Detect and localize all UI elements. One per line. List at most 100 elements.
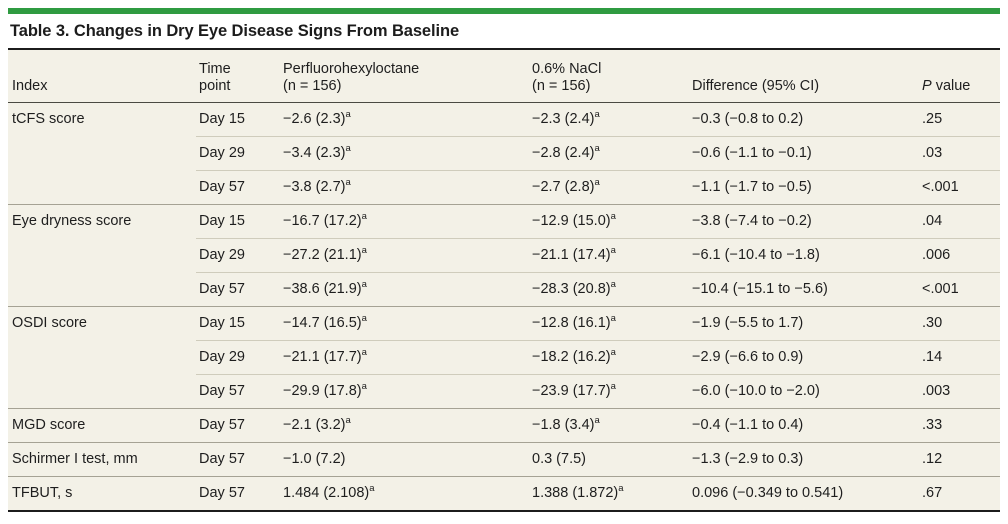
cell-value: −21.1 (17.4) (532, 247, 611, 263)
cell-value: −16.7 (17.2) (283, 213, 362, 229)
results-table: Index Time point Perfluorohexyloctane (n… (8, 50, 1000, 512)
pvalue-cell: .006 (919, 238, 1000, 273)
pvalue-cell: .003 (919, 374, 1000, 409)
table-title: Table 3. Changes in Dry Eye Disease Sign… (8, 14, 1000, 50)
difference-cell: −1.1 (−1.7 to −0.5) (689, 170, 919, 205)
pvalue-cell: <.001 (919, 170, 1000, 205)
footnote-marker-a: a (594, 415, 600, 427)
difference-cell: −6.0 (−10.0 to −2.0) (689, 374, 919, 409)
pfho-value-cell: −27.2 (21.1)a (280, 238, 529, 273)
footnote-marker-a: a (610, 245, 616, 257)
timepoint-cell: Day 15 (199, 111, 245, 127)
footnote-marker-a: a (610, 347, 616, 359)
footnote-marker-a: a (594, 109, 600, 121)
table-row: Day 29 −27.2 (21.1)a −21.1 (17.4)a −6.1 (−1… (8, 238, 1000, 273)
table-accent-bar (8, 8, 1000, 14)
table-row: OSDI score Day 15 −14.7 (16.5)a −12.8 (16.1… (8, 306, 1000, 409)
pvalue-cell: .67 (919, 476, 1000, 511)
pfho-value-cell: −3.4 (2.3)a (280, 136, 529, 171)
table-row: Day 57 −38.6 (21.9)a −28.3 (20.8)a −10.4 (−… (8, 272, 1000, 307)
nacl-value-cell: −18.2 (16.2)a (529, 340, 689, 375)
table-row: Day 57 −3.8 (2.7)a −2.7 (2.8)a −1.1 (−1.7 t… (8, 170, 1000, 205)
footnote-marker-a: a (594, 177, 600, 189)
footnote-marker-a: a (610, 381, 616, 393)
footnote-marker-a: a (361, 279, 367, 291)
table-body: tCFS score Day 15 −2.6 (2.3)a −2.3 (2.4)a −0… (8, 103, 1000, 511)
pvalue-cell: .03 (919, 136, 1000, 171)
footnote-marker-a: a (369, 483, 375, 495)
nacl-value-cell: 0.3 (7.5) (529, 442, 689, 477)
index-cell: Eye dryness score (8, 204, 196, 307)
nacl-value-cell: −2.8 (2.4)a (529, 136, 689, 171)
timepoint-cell: Day 29 (196, 238, 280, 273)
pfho-value-cell: −21.1 (17.7)a (280, 340, 529, 375)
nacl-value-cell: 1.388 (1.872)a (529, 476, 689, 511)
index-cell: tCFS score (12, 111, 85, 127)
pfho-value-cell: −2.6 (2.3)a (280, 103, 529, 137)
pfho-value-cell: −3.8 (2.7)a (280, 170, 529, 205)
difference-cell: −1.9 (−5.5 to 1.7) (689, 306, 919, 341)
article-table-figure: Table 3. Changes in Dry Eye Disease Sign… (0, 8, 1008, 512)
difference-cell: −6.1 (−10.4 to −1.8) (689, 238, 919, 273)
col-header-timepoint: Time point (196, 50, 280, 103)
pfho-value-cell: 1.484 (2.108)a (280, 476, 529, 511)
difference-cell: −10.4 (−15.1 to −5.6) (689, 272, 919, 307)
nacl-value-cell: −1.8 (3.4)a (529, 408, 689, 443)
nacl-value-cell: −12.8 (16.1)a (529, 306, 689, 341)
nacl-value-cell: −23.9 (17.7)a (529, 374, 689, 409)
index-cell: Schirmer I test, mm (8, 442, 196, 477)
pvalue-cell: .33 (919, 408, 1000, 443)
cell-value: −27.2 (21.1) (283, 247, 362, 263)
nacl-value-cell: −2.7 (2.8)a (529, 170, 689, 205)
cell-value: −29.9 (17.8) (283, 383, 362, 399)
pfho-value-cell: −16.7 (17.2)a (280, 204, 529, 239)
cell-value: −23.9 (17.7) (532, 383, 611, 399)
footnote-marker-a: a (618, 483, 624, 495)
footnote-marker-a: a (610, 313, 616, 325)
pvalue-cell: .14 (919, 340, 1000, 375)
col-header-index: Index (8, 50, 196, 103)
col-header-perfluorohexyloctane: Perfluorohexyloctane (n = 156) (280, 50, 529, 103)
cell-value: −1.0 (7.2) (283, 451, 346, 467)
cell-value: 0.3 (7.5) (532, 451, 586, 467)
timepoint-cell: Day 57 (196, 442, 280, 477)
cell-value: −12.8 (16.1) (532, 315, 611, 331)
table-header: Index Time point Perfluorohexyloctane (n… (8, 50, 1000, 103)
footnote-marker-a: a (361, 347, 367, 359)
timepoint-cell: Day 57 (196, 170, 280, 205)
nacl-value-cell: −12.9 (15.0)a (529, 204, 689, 239)
pfho-value-cell: −38.6 (21.9)a (280, 272, 529, 307)
cell-value: −2.1 (3.2) (283, 417, 346, 433)
table-row: Eye dryness score Day 15 −16.7 (17.2)a −12.… (8, 204, 1000, 307)
index-cell: TFBUT, s (8, 476, 196, 511)
cell-value: −2.3 (2.4) (532, 111, 595, 127)
col-header-difference: Difference (95% CI) (689, 50, 919, 103)
table-row: Day 29 −21.1 (17.7)a −18.2 (16.2)a −2.9 (−6… (8, 340, 1000, 375)
timepoint-cell: Day 15 (196, 204, 280, 239)
header-row: Index Time point Perfluorohexyloctane (n… (8, 50, 1000, 103)
cell-value: −21.1 (17.7) (283, 349, 362, 365)
col-header-pvalue: P value (919, 50, 1000, 103)
cell-value: −28.3 (20.8) (532, 281, 611, 297)
difference-cell: −0.6 (−1.1 to −0.1) (689, 136, 919, 171)
timepoint-cell: Day 57 (196, 374, 280, 409)
pvalue-italic-p: P (922, 78, 932, 94)
difference-cell: 0.096 (−0.349 to 0.541) (689, 476, 919, 511)
pvalue-cell: .12 (919, 442, 1000, 477)
footnote-marker-a: a (610, 279, 616, 291)
cell-value: −38.6 (21.9) (283, 281, 362, 297)
timepoint-cell: Day 57 (196, 272, 280, 307)
cell-value: −14.7 (16.5) (283, 315, 362, 331)
nacl-value-cell: −28.3 (20.8)a (529, 272, 689, 307)
difference-cell: −0.4 (−1.1 to 0.4) (689, 408, 919, 443)
table-row: Day 29 −3.4 (2.3)a −2.8 (2.4)a −0.6 (−1.1 t… (8, 136, 1000, 171)
cell-value: −2.8 (2.4) (532, 145, 595, 161)
timepoint-cell: Day 57 (196, 476, 280, 511)
footnote-marker-a: a (345, 415, 351, 427)
footnote-marker-a: a (361, 245, 367, 257)
cell-value: −18.2 (16.2) (532, 349, 611, 365)
cell-value: −3.4 (2.3) (283, 145, 346, 161)
pvalue-cell: .25 (922, 111, 943, 127)
footnote-marker-a: a (594, 143, 600, 155)
cell-value: −2.6 (2.3) (283, 111, 346, 127)
